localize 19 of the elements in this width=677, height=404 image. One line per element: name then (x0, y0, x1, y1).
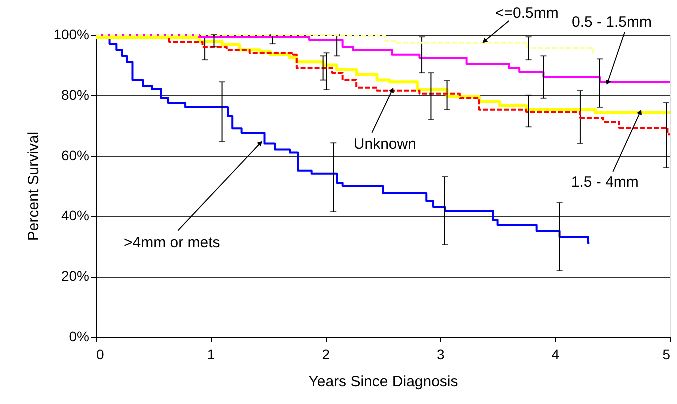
annotation: 0.5 - 1.5mm (572, 14, 652, 32)
x-tick-label: 4 (552, 346, 560, 362)
x-tick-label: 2 (322, 346, 330, 362)
x-tick-label: 1 (207, 346, 216, 362)
x-axis-title: Years Since Diagnosis (308, 374, 458, 390)
y-tick-label: 60% (61, 147, 90, 164)
y-tick-label: 80% (61, 86, 90, 103)
x-tick-label: 5 (662, 346, 671, 362)
y-axis-title: Percent Survival (26, 132, 43, 242)
annotation: <=0.5mm (495, 5, 559, 22)
annotation: Unknown (354, 136, 416, 153)
annotation: >4mm or mets (124, 234, 220, 252)
y-tick-label: 20% (61, 268, 90, 284)
x-tick-label: 0 (96, 346, 104, 362)
x-tick-label: 3 (437, 346, 445, 362)
y-tick-label: 0% (69, 328, 90, 344)
annotation: 1.5 - 4mm (571, 174, 639, 191)
y-tick-label: 40% (61, 208, 90, 224)
y-tick-label: 100% (54, 26, 90, 42)
